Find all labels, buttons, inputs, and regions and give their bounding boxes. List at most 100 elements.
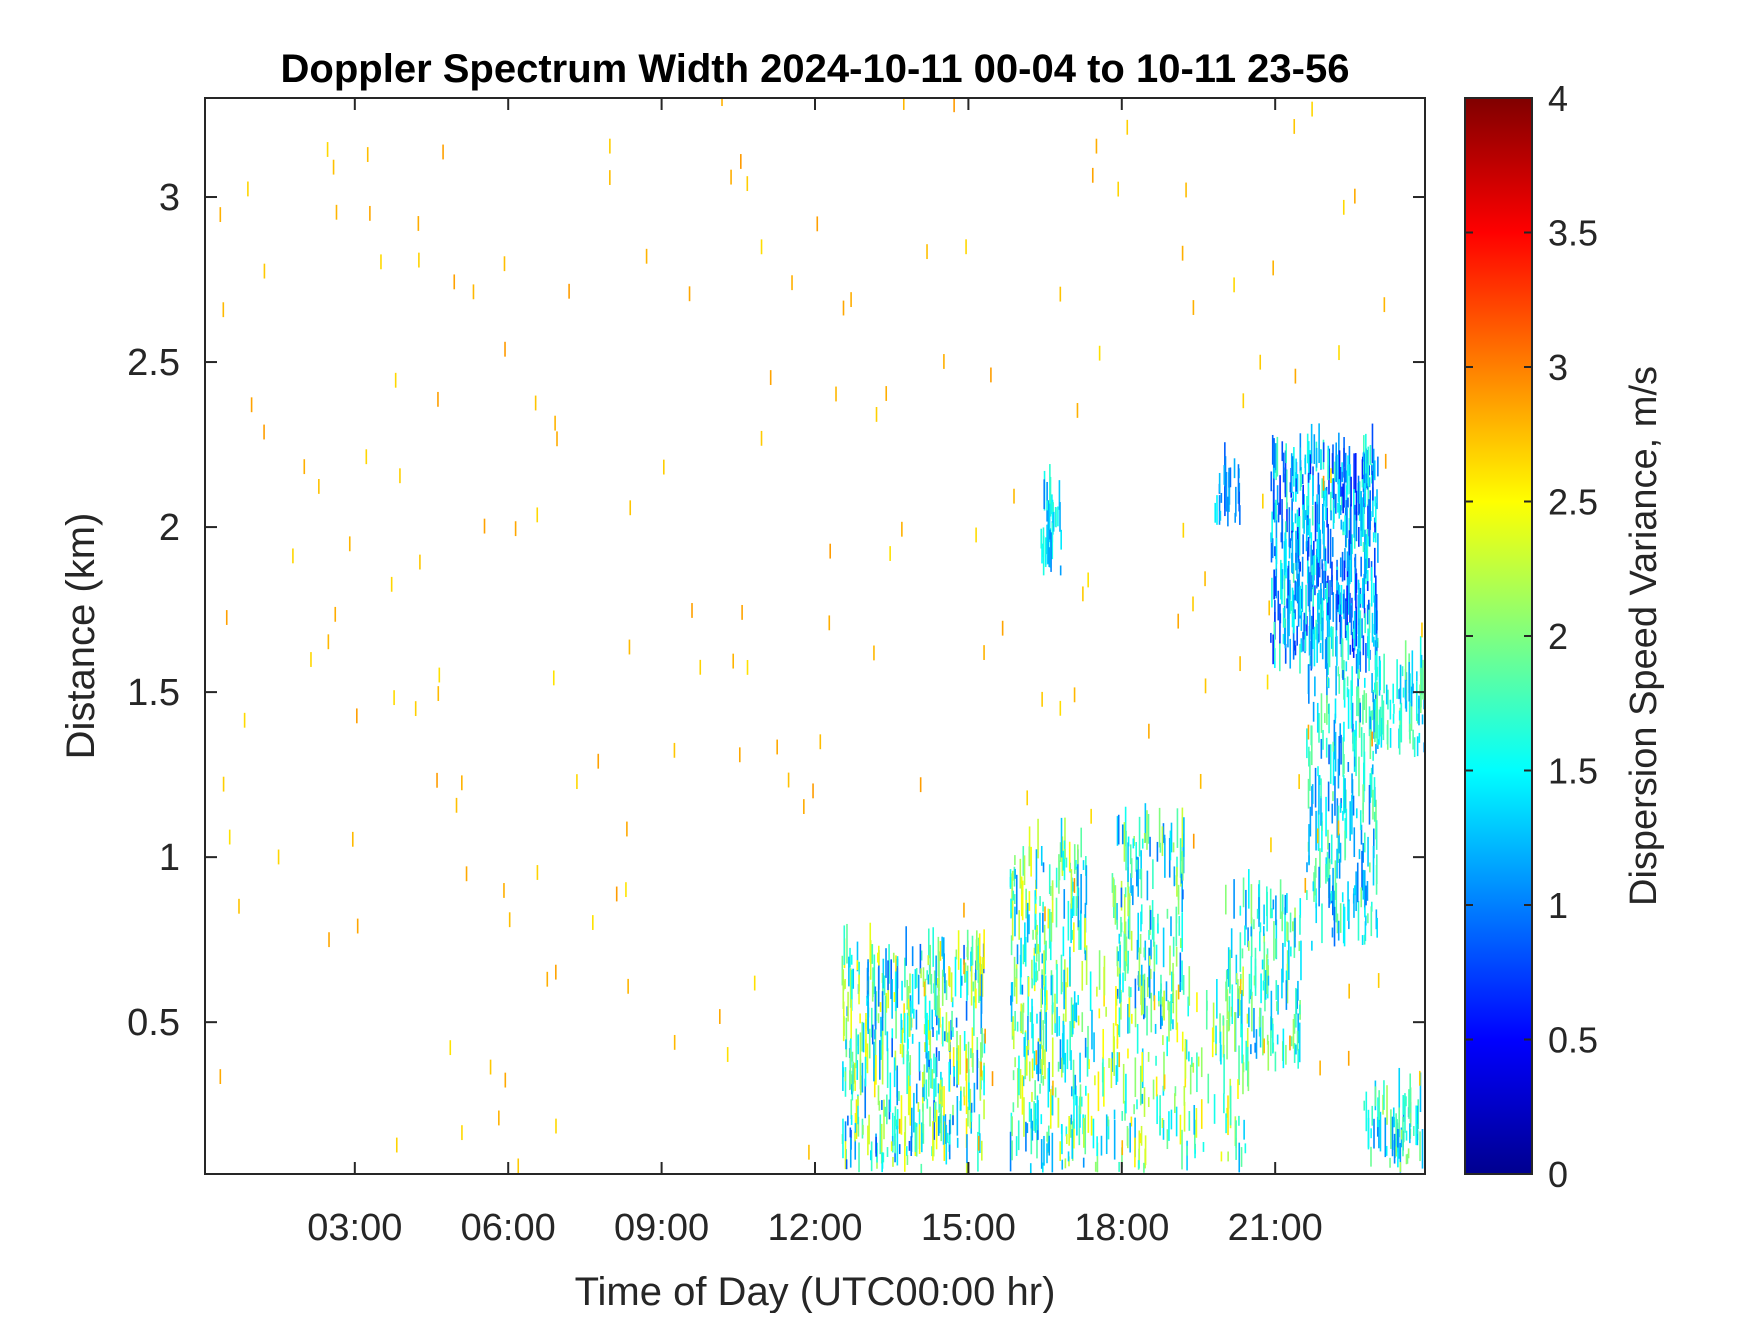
noise-cell xyxy=(1204,678,1207,694)
spectrum-cell xyxy=(1349,504,1352,544)
spectrum-cell xyxy=(963,944,965,965)
spectrum-cell xyxy=(1010,995,1012,1006)
spectrum-cell xyxy=(858,974,860,1005)
spectrum-cell xyxy=(1341,892,1344,903)
spectrum-cell xyxy=(892,952,895,963)
spectrum-cell xyxy=(845,1017,848,1058)
spectrum-cell xyxy=(1248,1007,1250,1028)
spectrum-cell xyxy=(1048,1062,1051,1092)
noise-cell xyxy=(721,98,723,107)
spectrum-cell xyxy=(890,959,893,999)
spectrum-cell xyxy=(1121,1111,1124,1121)
spectrum-cell xyxy=(1202,1142,1205,1152)
spectrum-cell xyxy=(1042,535,1045,576)
spectrum-cell xyxy=(1313,626,1316,667)
noise-cell xyxy=(691,603,693,618)
spectrum-cell xyxy=(1419,636,1422,676)
spectrum-cell xyxy=(894,1133,896,1154)
noise-cell xyxy=(1293,119,1296,134)
spectrum-cell xyxy=(1164,838,1166,878)
spectrum-cell xyxy=(933,1102,936,1123)
spectrum-cell xyxy=(866,995,868,1006)
spectrum-cell xyxy=(1124,887,1127,898)
spectrum-cell xyxy=(1340,616,1343,647)
spectrum-cell xyxy=(1054,993,1056,1024)
chart-title: Doppler Spectrum Width 2024-10-11 00-04 … xyxy=(281,47,1350,91)
spectrum-cell xyxy=(1138,1130,1141,1161)
spectrum-cell xyxy=(1323,570,1325,601)
spectrum-cell xyxy=(1229,467,1232,488)
noise-cell xyxy=(663,459,665,475)
noise-cell xyxy=(645,248,648,264)
spectrum-cell xyxy=(1259,931,1261,952)
spectrum-cell xyxy=(1355,720,1357,741)
spectrum-cell xyxy=(1399,664,1402,705)
spectrum-cell xyxy=(1042,1075,1045,1086)
spectrum-cell xyxy=(1102,1028,1105,1059)
spectrum-cell xyxy=(1326,582,1329,603)
spectrum-cell xyxy=(1170,822,1173,853)
colorbar xyxy=(1464,97,1533,1175)
spectrum-cell xyxy=(1316,494,1318,505)
x-tick-label: 03:00 xyxy=(307,1207,402,1249)
spectrum-cell xyxy=(1321,563,1324,584)
spectrum-cell xyxy=(1352,628,1355,639)
noise-cell xyxy=(923,981,926,997)
noise-cell xyxy=(455,797,458,813)
spectrum-cell xyxy=(891,1135,894,1146)
spectrum-cell xyxy=(1223,465,1226,485)
spectrum-cell xyxy=(1051,1095,1053,1115)
spectrum-cell xyxy=(1070,1050,1072,1070)
spectrum-cell xyxy=(1034,1080,1036,1100)
spectrum-cell xyxy=(1024,922,1026,963)
spectrum-cell xyxy=(1021,1075,1024,1115)
spectrum-cell xyxy=(1057,1098,1060,1128)
spectrum-cell xyxy=(1283,575,1286,606)
spectrum-cell xyxy=(941,936,943,957)
spectrum-cell xyxy=(1027,1015,1029,1056)
spectrum-cell xyxy=(955,1017,958,1028)
spectrum-cell xyxy=(1037,818,1039,859)
spectrum-cell xyxy=(924,1042,926,1053)
spectrum-cell xyxy=(1033,1050,1036,1071)
spectrum-cell xyxy=(1338,674,1341,694)
spectrum-cell xyxy=(1349,592,1351,623)
spectrum-cell xyxy=(940,1101,943,1142)
spectrum-cell xyxy=(1140,868,1143,899)
spectrum-cell xyxy=(1327,450,1329,481)
spectrum-cell xyxy=(1071,1004,1074,1035)
spectrum-cell xyxy=(1146,810,1148,850)
spectrum-cell xyxy=(1378,724,1380,745)
spectrum-cell xyxy=(1015,874,1018,915)
spectrum-cell xyxy=(1127,842,1129,882)
spectrum-cell xyxy=(1080,827,1083,858)
spectrum-cell xyxy=(1374,522,1376,533)
spectrum-cell xyxy=(1041,969,1043,980)
noise-cell xyxy=(556,431,558,447)
noise-cell xyxy=(250,397,253,413)
spectrum-cell xyxy=(1271,908,1273,919)
spectrum-cell xyxy=(1260,973,1262,1004)
spectrum-cell xyxy=(844,1121,847,1142)
spectrum-cell xyxy=(1241,1023,1243,1064)
spectrum-cell xyxy=(844,979,846,989)
spectrum-cell xyxy=(1369,773,1372,803)
spectrum-cell xyxy=(1110,1058,1113,1089)
spectrum-cell xyxy=(1299,470,1302,491)
spectrum-cell xyxy=(1248,973,1251,1004)
spectrum-cell xyxy=(1065,982,1067,1022)
spectrum-cell xyxy=(1314,676,1316,697)
spectrum-cell xyxy=(1318,774,1320,815)
spectrum-cell xyxy=(1037,1041,1040,1082)
noise-cell xyxy=(1319,1060,1321,1076)
spectrum-cell xyxy=(842,1118,844,1159)
spectrum-cell xyxy=(1143,833,1146,843)
spectrum-cell xyxy=(1300,611,1303,631)
spectrum-cell xyxy=(1136,1023,1139,1054)
spectrum-cell xyxy=(1161,996,1164,1007)
spectrum-cell xyxy=(1353,453,1355,493)
spectrum-cell xyxy=(1068,1156,1070,1167)
spectrum-cell xyxy=(1333,719,1336,760)
spectrum-cell xyxy=(1170,916,1172,937)
spectrum-cell xyxy=(1179,982,1181,992)
